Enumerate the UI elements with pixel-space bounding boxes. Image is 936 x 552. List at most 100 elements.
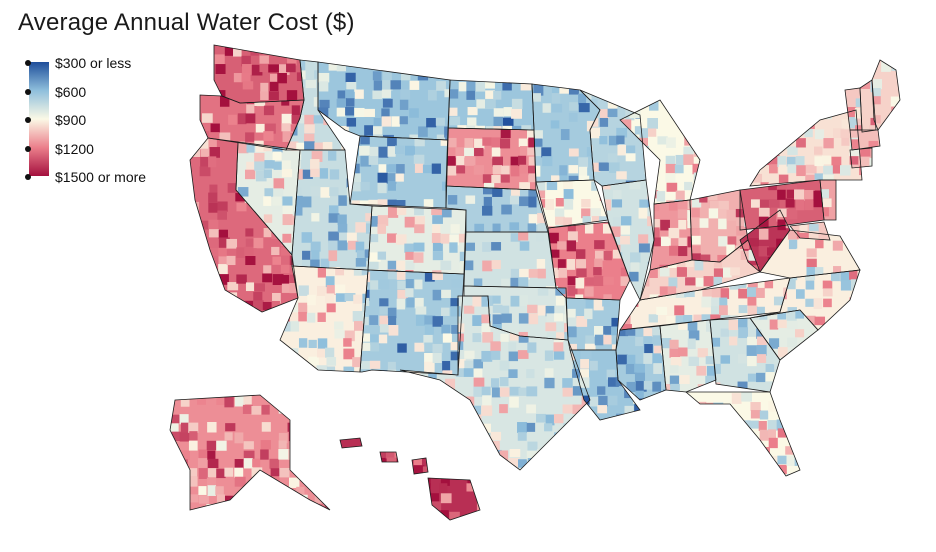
county — [190, 265, 201, 276]
county — [701, 314, 711, 325]
county — [418, 449, 429, 458]
county — [519, 295, 529, 307]
county — [317, 267, 327, 278]
county — [634, 404, 640, 416]
county — [482, 423, 491, 435]
county — [345, 89, 354, 99]
county — [171, 414, 182, 424]
county — [722, 437, 732, 448]
county — [508, 342, 517, 353]
county — [491, 174, 501, 184]
county — [271, 300, 280, 310]
county — [482, 242, 492, 252]
county — [261, 422, 271, 432]
county — [718, 236, 728, 247]
county — [466, 457, 476, 469]
county — [568, 165, 579, 174]
county — [567, 308, 576, 319]
county — [289, 357, 301, 367]
county — [432, 251, 444, 261]
county — [590, 162, 601, 172]
county — [282, 196, 293, 206]
county — [337, 90, 347, 99]
county — [684, 288, 695, 298]
county — [786, 279, 796, 290]
county — [296, 458, 306, 467]
county — [533, 84, 544, 96]
county — [208, 247, 219, 257]
county — [234, 476, 246, 487]
county — [555, 286, 566, 296]
county — [399, 99, 409, 110]
county — [397, 289, 409, 299]
county — [427, 89, 437, 101]
legend-label-600: $600 — [55, 84, 87, 100]
county — [326, 357, 337, 366]
county — [272, 256, 282, 265]
county — [251, 64, 263, 76]
county — [572, 423, 583, 432]
county — [485, 98, 496, 110]
county — [765, 363, 775, 374]
county — [200, 139, 211, 150]
county — [260, 82, 269, 94]
county — [612, 249, 624, 259]
county — [396, 298, 406, 310]
county — [859, 266, 860, 275]
county — [459, 251, 466, 263]
county — [747, 279, 758, 288]
county — [492, 165, 502, 175]
state-outline-pa — [739, 179, 825, 231]
county — [305, 458, 316, 468]
county — [652, 398, 663, 400]
county — [324, 441, 330, 452]
county — [382, 98, 393, 108]
county — [472, 315, 483, 326]
county — [280, 264, 290, 274]
county — [580, 369, 590, 378]
county — [822, 288, 833, 297]
county — [593, 276, 604, 287]
county — [590, 208, 601, 218]
county — [379, 298, 389, 307]
county — [805, 164, 817, 174]
county — [532, 138, 543, 147]
county — [699, 218, 709, 228]
county — [365, 223, 372, 234]
county — [354, 89, 364, 99]
county — [370, 280, 381, 290]
state-fl — [686, 392, 800, 476]
county — [224, 467, 234, 477]
county — [709, 200, 719, 210]
county — [216, 395, 227, 406]
county — [581, 431, 590, 441]
county — [726, 244, 735, 256]
county — [379, 370, 390, 375]
county — [208, 219, 219, 229]
county — [334, 284, 346, 294]
county — [616, 171, 627, 180]
county — [365, 213, 372, 222]
state-outline-ct — [849, 147, 873, 169]
county — [403, 456, 412, 467]
county — [639, 199, 649, 208]
county — [580, 350, 592, 359]
county — [813, 298, 823, 309]
county — [500, 467, 510, 470]
county — [369, 315, 379, 325]
county — [446, 405, 457, 415]
county — [804, 128, 813, 138]
county — [521, 125, 532, 130]
county — [481, 386, 491, 397]
county — [696, 428, 707, 437]
county — [376, 466, 386, 476]
county — [777, 393, 787, 403]
county — [282, 205, 293, 216]
county — [553, 351, 565, 360]
county — [527, 458, 536, 469]
county — [451, 279, 462, 288]
county — [750, 410, 762, 419]
county — [821, 198, 832, 208]
county — [509, 195, 520, 205]
county — [280, 274, 290, 284]
